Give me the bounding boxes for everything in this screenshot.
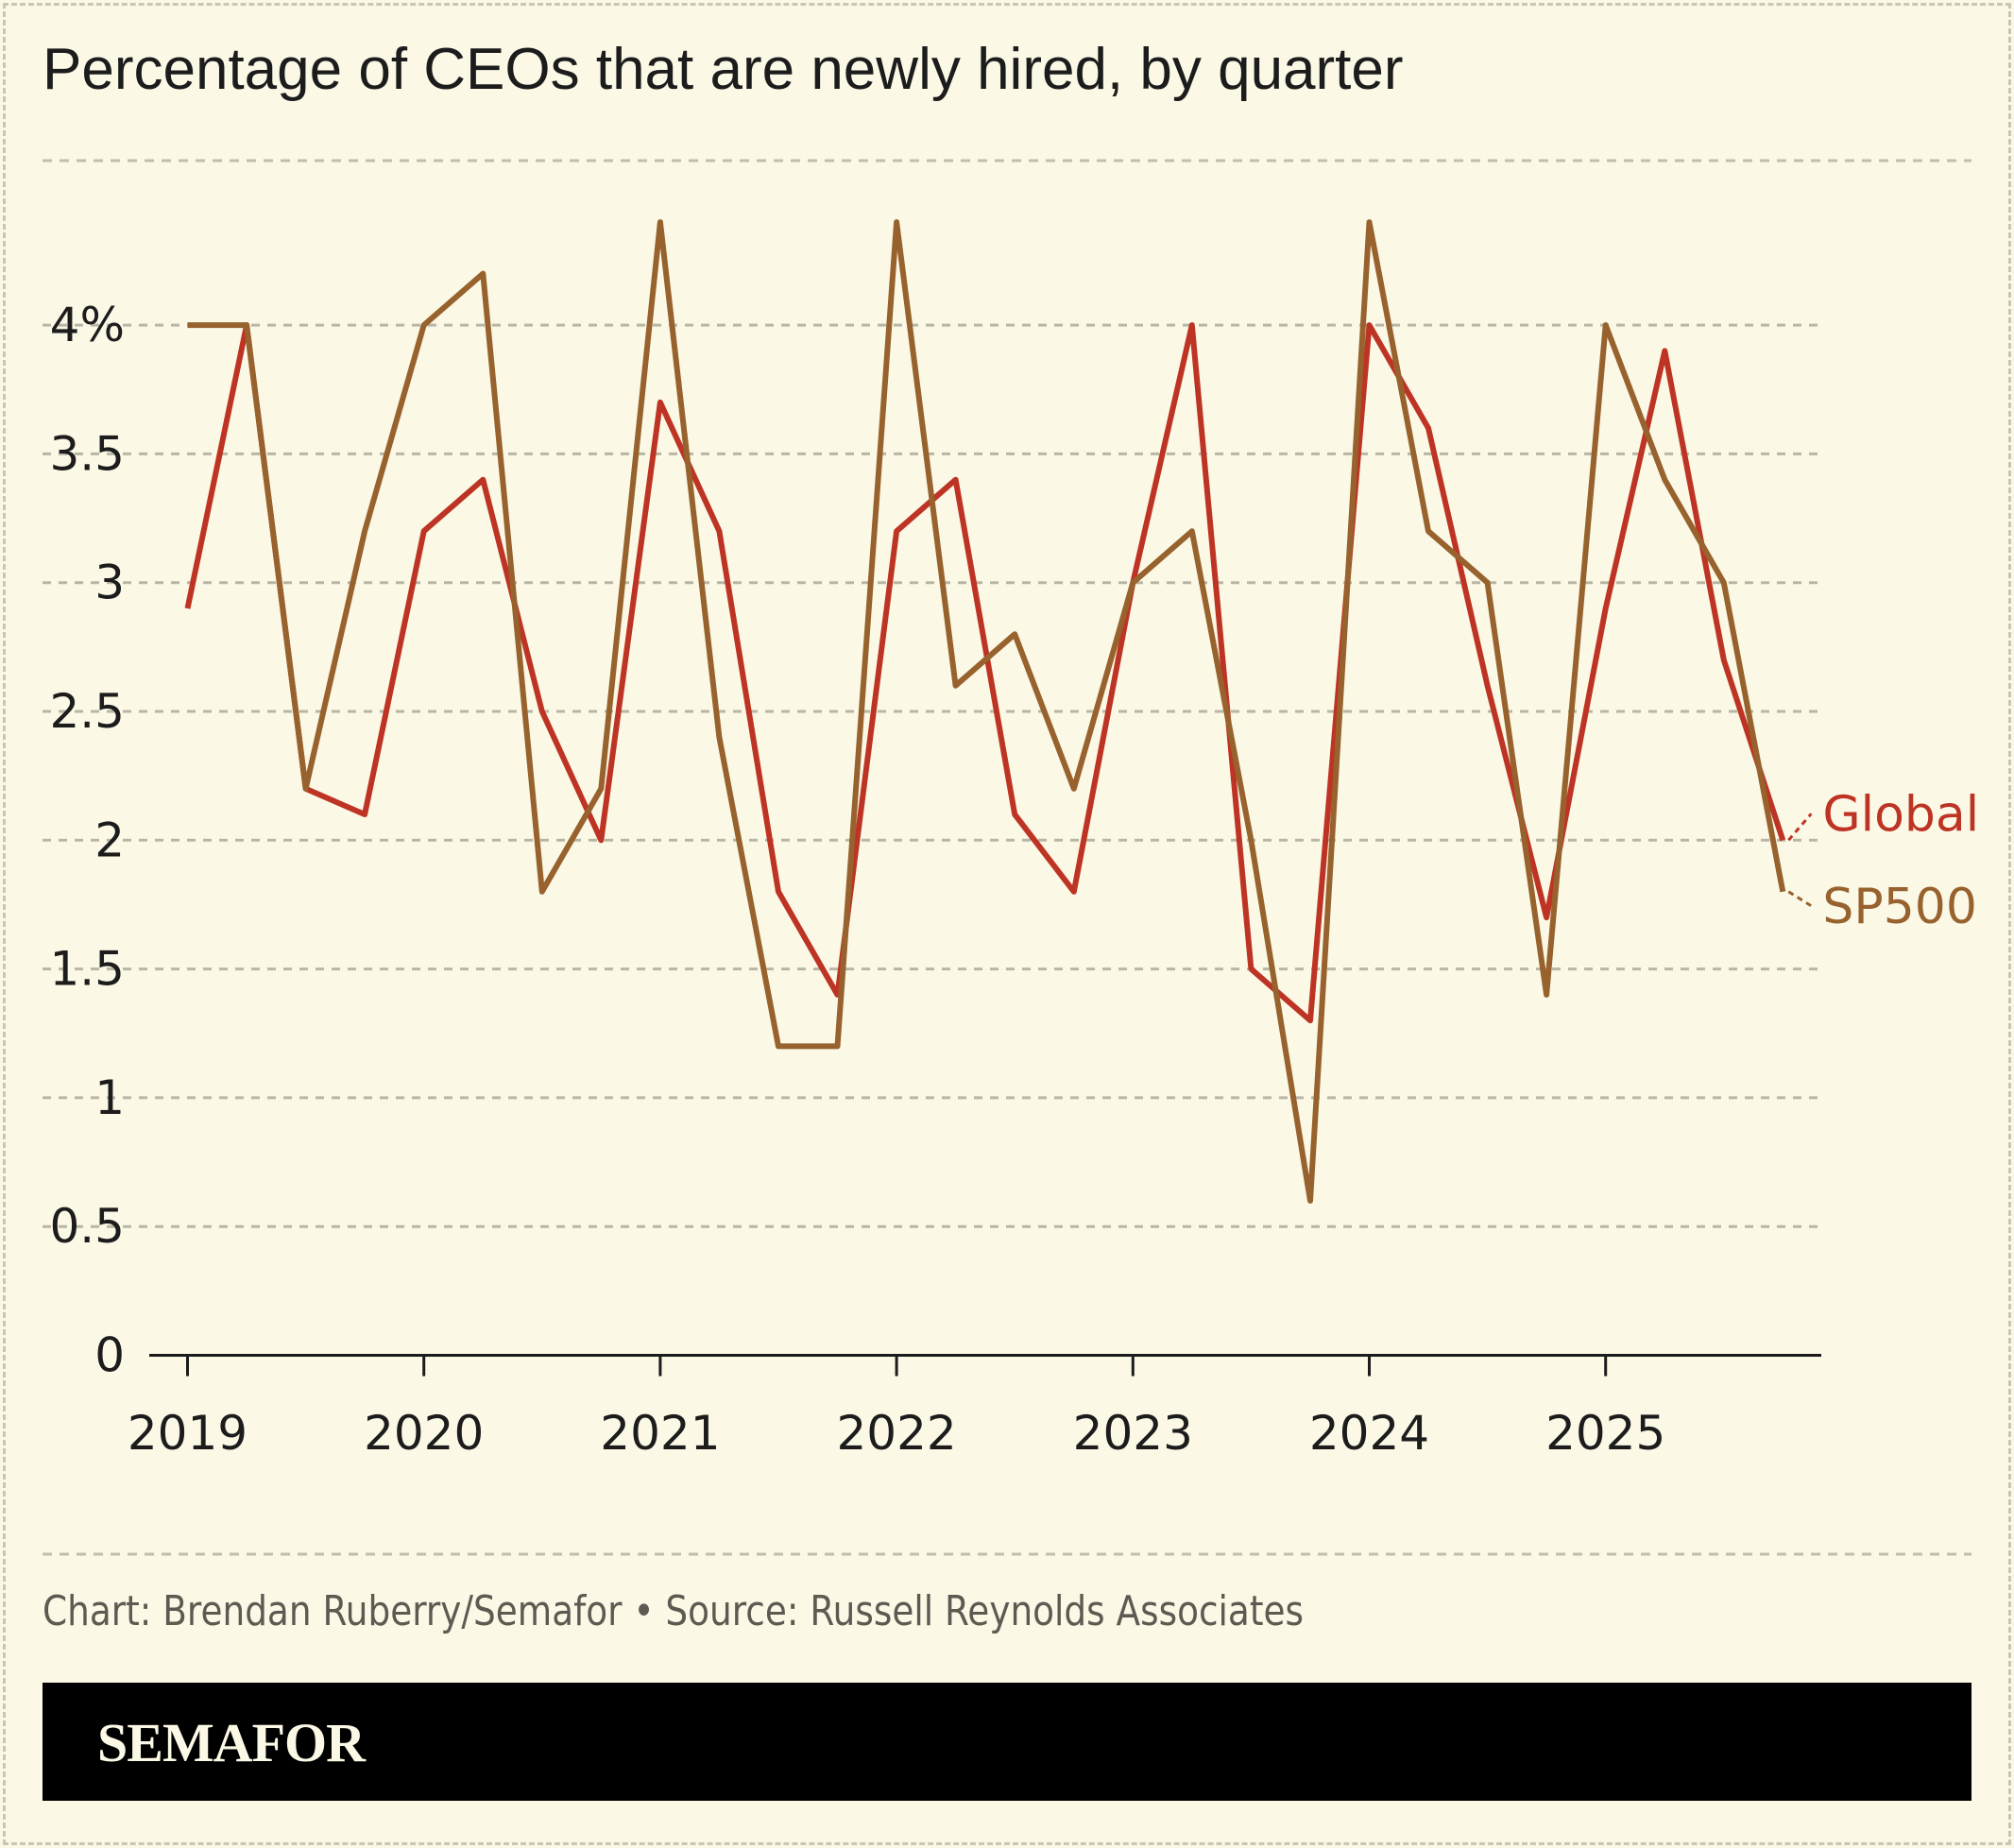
series-line-global — [184, 322, 1786, 1024]
series-line-sp500 — [187, 219, 1786, 1204]
x-tick-label: 2022 — [836, 1406, 956, 1461]
y-tick-label: 2.5 — [49, 684, 125, 739]
y-tick-label: 1.5 — [49, 942, 125, 997]
semafor-logo: SEMAFOR — [97, 1712, 366, 1773]
y-tick-label: 3 — [94, 556, 125, 610]
x-tick-label: 2020 — [364, 1406, 484, 1461]
series-label-sp500: SP500 — [1822, 879, 1977, 935]
x-tick-label: 2019 — [128, 1406, 247, 1461]
x-tick-label: 2021 — [600, 1406, 720, 1461]
chart-title: Percentage of CEOs that are newly hired,… — [43, 37, 1404, 102]
y-tick-label: 0.5 — [49, 1199, 125, 1254]
y-tick-label: 2 — [94, 813, 125, 867]
x-tick-label: 2025 — [1545, 1406, 1665, 1461]
x-tick-label: 2023 — [1073, 1406, 1193, 1461]
y-tick-label: 4% — [50, 298, 125, 352]
source-credit: Chart: Brendan Ruberry/Semafor • Source:… — [43, 1587, 1305, 1635]
series-label-leader — [1787, 813, 1813, 842]
y-tick-label: 3.5 — [49, 426, 125, 481]
series-label-global: Global — [1822, 786, 1979, 843]
chart-frame — [3, 3, 2011, 1845]
brand-bar: SEMAFOR — [43, 1683, 1971, 1801]
x-tick-label: 2024 — [1309, 1406, 1429, 1461]
series-label-leader — [1787, 890, 1813, 908]
y-tick-label: 0 — [94, 1328, 125, 1383]
y-tick-label: 1 — [94, 1070, 125, 1125]
